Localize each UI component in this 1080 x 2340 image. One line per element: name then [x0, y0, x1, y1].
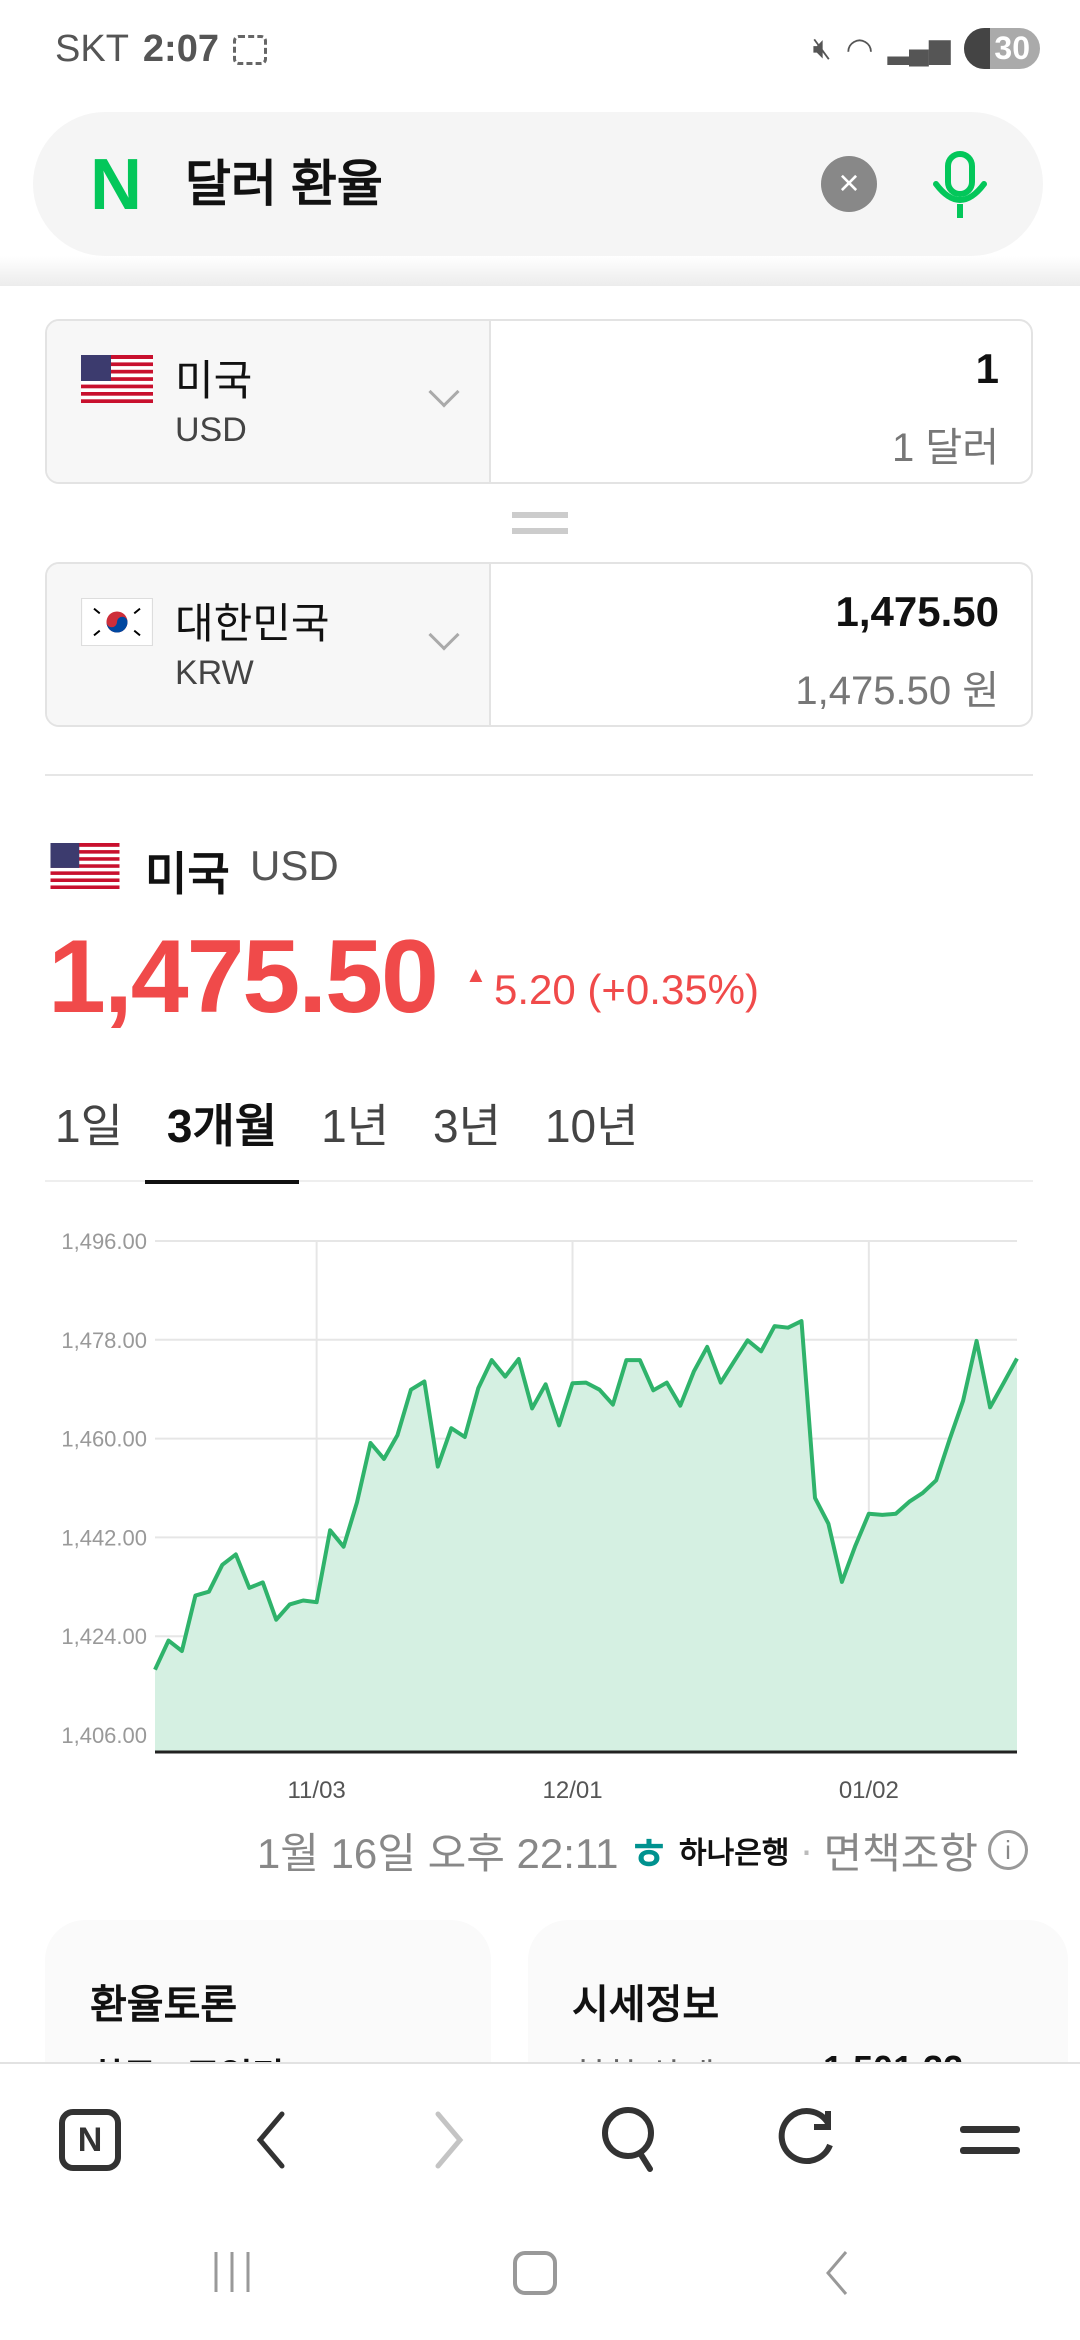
- divider: [45, 774, 1033, 776]
- recent-apps-icon[interactable]: [210, 2250, 254, 2294]
- info-icon[interactable]: i: [988, 1830, 1028, 1870]
- tab-1d[interactable]: 1일: [55, 1100, 123, 1152]
- bank-name: 하나은행: [679, 1837, 790, 1870]
- battery-indicator: 30: [964, 28, 1040, 69]
- to-amount-input[interactable]: 1,475.50: [835, 588, 1000, 635]
- clear-search-button[interactable]: ×: [821, 156, 877, 212]
- area-fill: [155, 1321, 1017, 1752]
- y-tick-label: 1,460.00: [61, 1427, 147, 1452]
- hana-bank-logo-icon: ㅎ: [628, 1830, 670, 1879]
- up-arrow-icon: ▲: [465, 962, 487, 987]
- back-icon: [256, 2111, 285, 2169]
- mute-icon: 🔇︎: [812, 31, 832, 65]
- status-icons: 🔇︎ ◠ ▂▄▆ 30: [813, 28, 1040, 69]
- from-code: USD: [175, 411, 247, 449]
- to-amount-text: 1,475.50 원: [795, 669, 999, 713]
- equals-icon: [512, 512, 568, 534]
- naver-home-button[interactable]: N: [45, 2095, 135, 2185]
- card-title: 시세정보: [572, 1983, 720, 2027]
- to-country: 대한민국: [175, 600, 330, 647]
- header-shadow: [0, 256, 1080, 286]
- us-flag-icon: [50, 843, 120, 889]
- naver-logo[interactable]: N: [90, 145, 142, 225]
- from-currency-row: 미국 USD 1 1 달러: [45, 319, 1033, 484]
- y-tick-label: 1,424.00: [61, 1624, 147, 1649]
- search-input[interactable]: 달러 환율: [185, 156, 383, 212]
- menu-button[interactable]: [945, 2095, 1035, 2185]
- timestamp: 1월 16일 오후 22:11: [256, 1829, 619, 1877]
- search-button[interactable]: [585, 2095, 675, 2185]
- quote-country: 미국: [145, 848, 230, 900]
- y-tick-label: 1,406.00: [61, 1723, 147, 1748]
- forward-icon: [435, 2111, 464, 2169]
- from-country: 미국: [175, 357, 253, 404]
- tab-1y[interactable]: 1년: [321, 1100, 390, 1152]
- kr-flag-icon: [81, 598, 153, 646]
- quote-code: USD: [250, 842, 339, 889]
- from-currency-select[interactable]: 미국 USD: [47, 321, 491, 482]
- chevron-down-icon: [428, 376, 460, 408]
- search-bar[interactable]: N 달러 환율 ×: [33, 112, 1043, 256]
- system-back-icon[interactable]: [822, 2250, 852, 2296]
- forward-button[interactable]: [405, 2095, 495, 2185]
- period-tabs: 1일 3개월 1년 3년 10년: [45, 1098, 1033, 1184]
- browser-toolbar: [0, 2062, 1080, 2340]
- back-button[interactable]: [225, 2095, 315, 2185]
- tab-10y[interactable]: 10년: [544, 1100, 639, 1152]
- naver-home-icon: N: [59, 2109, 121, 2171]
- search-icon: [602, 2107, 654, 2172]
- disclaimer-link[interactable]: 면책조항: [823, 1829, 978, 1877]
- tab-3m[interactable]: 3개월: [144, 1098, 300, 1184]
- separator-dot: ·: [799, 1826, 814, 1873]
- microphone-icon[interactable]: [928, 150, 992, 227]
- y-tick-label: 1,442.00: [61, 1525, 147, 1550]
- home-icon[interactable]: [512, 2250, 558, 2296]
- y-tick-label: 1,478.00: [61, 1328, 147, 1353]
- clock: 2:07: [142, 28, 219, 70]
- to-currency-row: 대한민국 KRW 1,475.50 1,475.50 원: [45, 562, 1033, 727]
- menu-icon: [960, 2126, 1020, 2154]
- tab-3y[interactable]: 3년: [433, 1100, 501, 1152]
- us-flag-icon: [81, 355, 153, 403]
- from-amount-input[interactable]: 1: [975, 345, 999, 392]
- card-title: 환율토론: [90, 1983, 238, 2027]
- refresh-icon: [778, 2108, 833, 2164]
- signal-icon: ▂▄▆: [887, 33, 951, 64]
- exchange-rate-chart[interactable]: 1,496.00 1,478.00 1,460.00 1,442.00 1,424.00…: [0, 1200, 1080, 1800]
- from-amount-text: 1 달러: [892, 426, 999, 470]
- y-tick-label: 1,496.00: [61, 1229, 147, 1254]
- carrier: SKT: [55, 28, 129, 70]
- wifi-icon: ◠: [845, 30, 874, 67]
- quote-price: 1,475.50: [48, 919, 439, 1035]
- x-tick-label: 12/01: [543, 1777, 603, 1800]
- chart-footer: 1월 16일 오후 22:11 ㅎ 하나은행 · 면책조항 i: [257, 1818, 1028, 1882]
- to-code: KRW: [175, 654, 254, 692]
- chevron-down-icon: [428, 619, 460, 651]
- x-tick-label: 01/02: [839, 1777, 899, 1800]
- refresh-button[interactable]: [765, 2095, 855, 2185]
- x-tick-label: 11/03: [287, 1777, 345, 1800]
- quote-change: 5.20 (+0.35%): [494, 966, 760, 1013]
- status-bar: SKT 2:07: [55, 28, 267, 71]
- to-currency-select[interactable]: 대한민국 KRW: [47, 564, 491, 725]
- screenshot-icon: [232, 34, 267, 65]
